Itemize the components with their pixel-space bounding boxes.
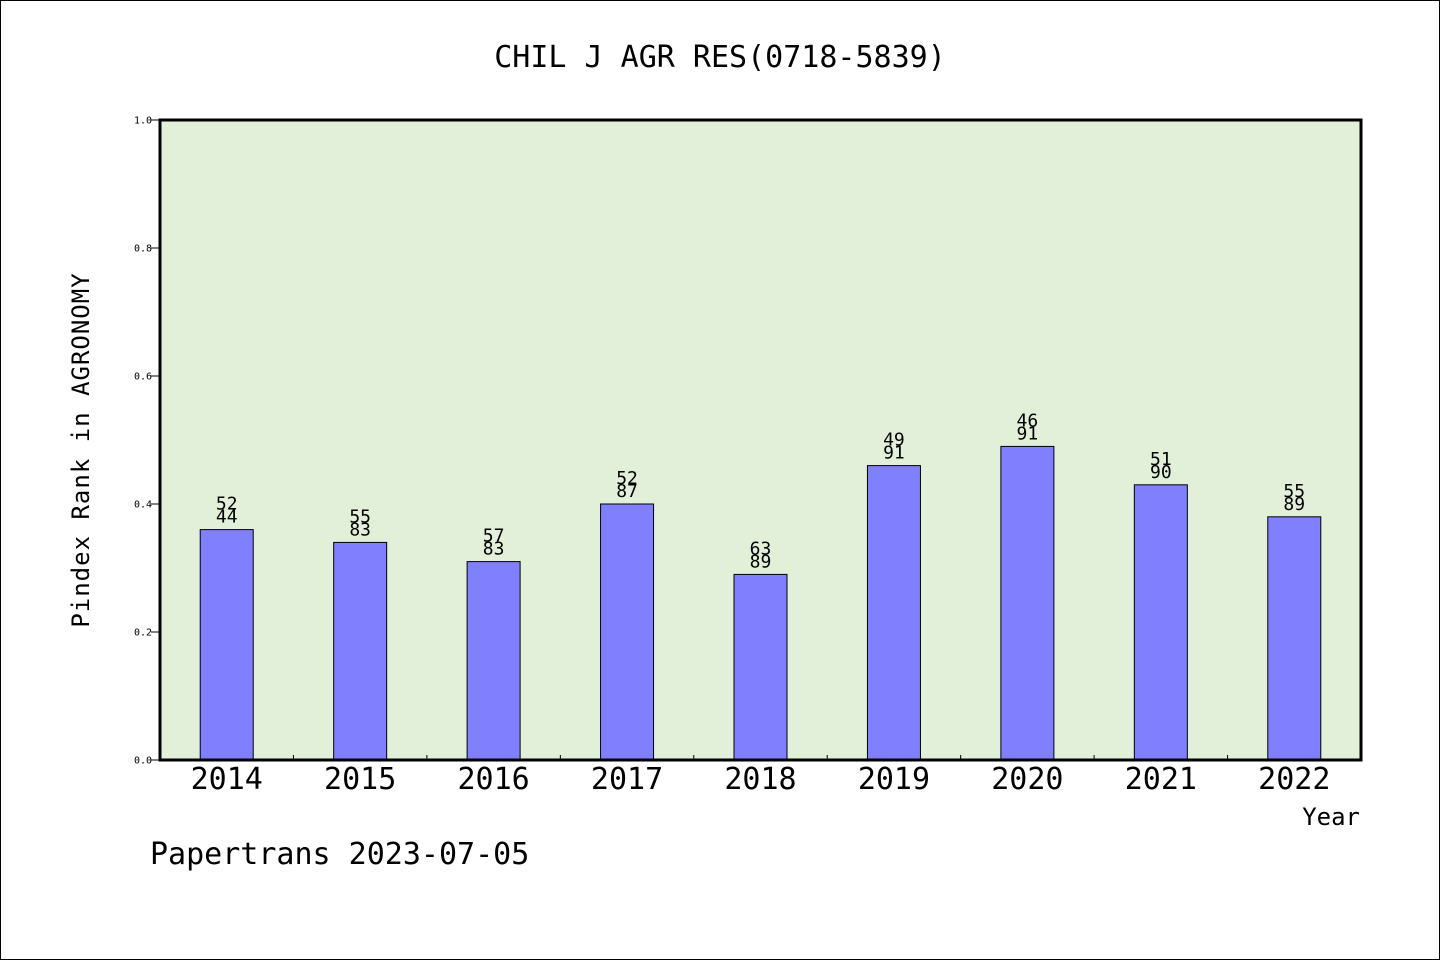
x-tick-label: 2019 — [858, 762, 930, 797]
data-label-bottom: 90 — [1150, 462, 1172, 483]
data-label-bottom: 89 — [750, 551, 772, 572]
data-label-top: 49 — [883, 430, 905, 451]
x-tick-label: 2015 — [324, 762, 396, 797]
bar-2020 — [1000, 445, 1055, 761]
bar-series — [199, 445, 1322, 761]
x-tick-label: 2017 — [591, 762, 663, 797]
y-tick-label: 1.0 — [134, 116, 152, 127]
bar-2021 — [1133, 484, 1188, 761]
x-axis-label: Year — [1302, 803, 1360, 831]
data-label-top: 51 — [1150, 449, 1172, 470]
x-axis: 2014 2015 2016 2017 2018 2019 2020 2021 2022 — [191, 755, 1330, 797]
y-tick-label: 0.4 — [134, 500, 152, 511]
data-label-top: 52 — [616, 468, 638, 489]
data-label-bottom: 87 — [616, 481, 638, 502]
x-tick-label: 2020 — [991, 762, 1063, 797]
data-label-top: 46 — [1017, 410, 1039, 431]
data-label-bottom: 89 — [1283, 494, 1305, 515]
x-tick-label: 2014 — [191, 762, 263, 797]
y-axis: 0.0 0.2 0.4 0.6 0.8 1.0 — [134, 116, 160, 767]
data-label-bottom: 44 — [216, 507, 238, 528]
data-label-bottom: 83 — [349, 519, 371, 540]
x-tick-label: 2018 — [724, 762, 796, 797]
data-label-bottom: 91 — [1017, 423, 1039, 444]
bar-2014 — [199, 529, 254, 761]
plot-border — [158, 118, 1363, 762]
bar-2015 — [333, 541, 388, 761]
y-tick-label: 0.0 — [134, 756, 152, 767]
chart-title: CHIL J AGR RES(0718-5839) — [494, 40, 946, 75]
bar-2018 — [733, 573, 788, 761]
data-label-top: 63 — [750, 538, 772, 559]
bar-2022 — [1267, 516, 1322, 761]
y-tick-label: 0.6 — [134, 372, 152, 383]
data-label-top: 52 — [216, 494, 238, 515]
data-label-bottom: 91 — [883, 443, 905, 464]
bar-2019 — [866, 465, 921, 761]
bar-2017 — [600, 503, 655, 761]
data-label-bottom: 83 — [483, 539, 505, 560]
x-tick-label: 2016 — [457, 762, 529, 797]
data-label-top: 57 — [483, 526, 505, 547]
y-axis-label: Pindex Rank in AGRONOMY — [67, 272, 95, 627]
y-tick-label: 0.8 — [134, 244, 152, 255]
data-label-top: 55 — [349, 506, 371, 527]
x-tick-label: 2022 — [1258, 762, 1330, 797]
data-label-top: 55 — [1283, 481, 1305, 502]
bar-2016 — [466, 561, 521, 761]
footer-credit: Papertrans 2023-07-05 — [150, 837, 529, 872]
x-tick-label: 2021 — [1125, 762, 1197, 797]
y-tick-label: 0.2 — [134, 628, 152, 639]
